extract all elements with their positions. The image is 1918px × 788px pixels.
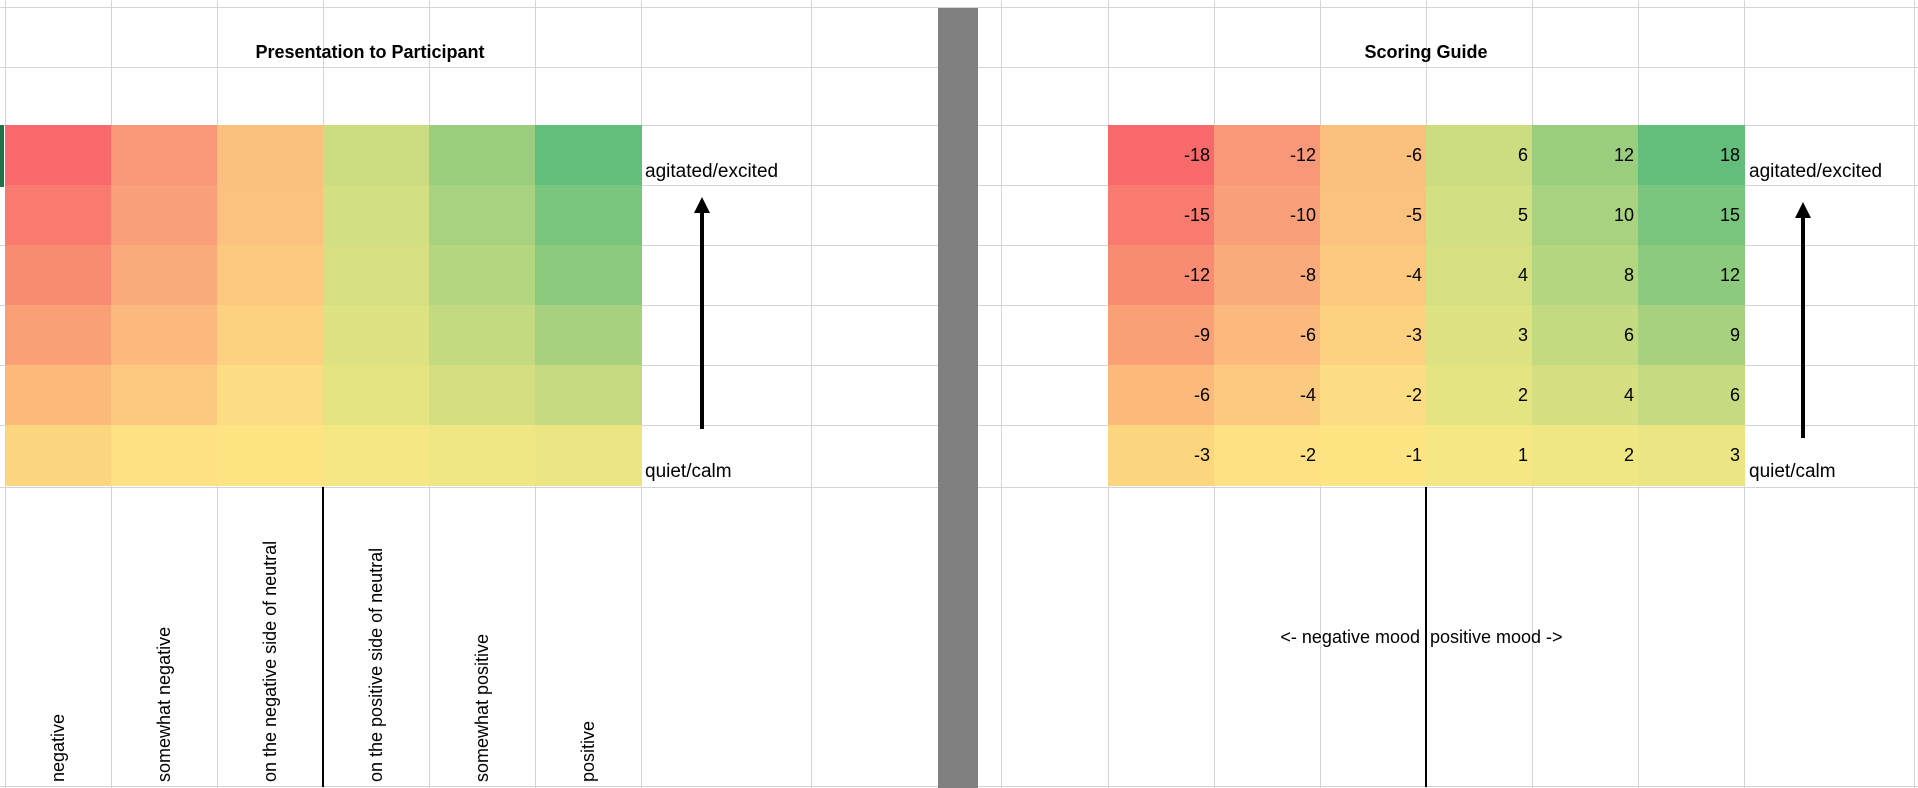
score-cell[interactable]: -4 — [1214, 365, 1321, 426]
presentation-cell[interactable] — [429, 425, 536, 486]
presentation-title: Presentation to Participant — [255, 42, 485, 62]
score-cell[interactable]: -1 — [1320, 425, 1427, 486]
score-cell[interactable]: -2 — [1320, 365, 1427, 426]
presentation-cell[interactable] — [217, 365, 324, 426]
selection-marker — [0, 125, 4, 187]
presentation-cell[interactable] — [535, 125, 642, 186]
score-cell[interactable]: 3 — [1638, 425, 1745, 486]
presentation-bottom-label: quiet/calm — [645, 461, 732, 482]
presentation-column-label: positive — [578, 720, 598, 782]
gridline-horizontal — [0, 7, 1918, 8]
presentation-cell[interactable] — [323, 185, 430, 246]
score-cell[interactable]: -3 — [1108, 425, 1215, 486]
presentation-up-arrow-icon — [694, 197, 710, 429]
score-cell[interactable]: -18 — [1108, 125, 1215, 186]
presentation-cell[interactable] — [323, 125, 430, 186]
score-cell[interactable]: 8 — [1532, 245, 1639, 306]
negative-mood-label: <- negative mood — [1280, 627, 1420, 647]
presentation-cell[interactable] — [429, 125, 536, 186]
presentation-cell[interactable] — [217, 305, 324, 366]
presentation-column-label: somewhat negative — [154, 626, 174, 782]
score-cell[interactable]: -2 — [1214, 425, 1321, 486]
score-cell[interactable]: -12 — [1214, 125, 1321, 186]
presentation-cell[interactable] — [5, 245, 112, 306]
presentation-cell[interactable] — [323, 305, 430, 366]
score-cell[interactable]: 4 — [1532, 365, 1639, 426]
neutral-divider-line — [322, 487, 324, 787]
presentation-cell[interactable] — [429, 185, 536, 246]
presentation-cell[interactable] — [111, 125, 218, 186]
presentation-cell[interactable] — [217, 185, 324, 246]
score-cell[interactable]: 12 — [1532, 125, 1639, 186]
presentation-column-label: somewhat positive — [472, 633, 492, 782]
presentation-cell[interactable] — [429, 305, 536, 366]
score-cell[interactable]: -15 — [1108, 185, 1215, 246]
scoring-top-label: agitated/excited — [1749, 161, 1883, 182]
presentation-cell[interactable] — [535, 425, 642, 486]
score-cell[interactable]: 9 — [1638, 305, 1745, 366]
score-cell[interactable]: 12 — [1638, 245, 1745, 306]
presentation-cell[interactable] — [5, 365, 112, 426]
score-cell[interactable]: 4 — [1426, 245, 1533, 306]
presentation-top-label: agitated/excited — [645, 161, 779, 182]
score-cell[interactable]: 5 — [1426, 185, 1533, 246]
score-cell[interactable]: 18 — [1638, 125, 1745, 186]
presentation-cell[interactable] — [535, 185, 642, 246]
scoring-up-arrow-icon — [1795, 202, 1811, 438]
presentation-cell[interactable] — [535, 365, 642, 426]
mood-divider-line — [1425, 487, 1427, 787]
score-cell[interactable]: -10 — [1214, 185, 1321, 246]
presentation-cell[interactable] — [323, 425, 430, 486]
panel-divider — [938, 8, 978, 788]
presentation-cell[interactable] — [5, 185, 112, 246]
score-cell[interactable]: 2 — [1532, 425, 1639, 486]
score-cell[interactable]: 10 — [1532, 185, 1639, 246]
score-cell[interactable]: 6 — [1532, 305, 1639, 366]
presentation-cell[interactable] — [323, 365, 430, 426]
presentation-cell[interactable] — [535, 245, 642, 306]
presentation-cell[interactable] — [217, 125, 324, 186]
gridline-vertical — [811, 0, 812, 788]
score-cell[interactable]: -6 — [1320, 125, 1427, 186]
score-cell[interactable]: -12 — [1108, 245, 1215, 306]
gridline-vertical — [1914, 0, 1915, 788]
score-cell[interactable]: -6 — [1214, 305, 1321, 366]
presentation-cell[interactable] — [217, 245, 324, 306]
score-cell[interactable]: 1 — [1426, 425, 1533, 486]
scoring-bottom-label: quiet/calm — [1749, 461, 1836, 482]
score-cell[interactable]: -9 — [1108, 305, 1215, 366]
presentation-cell[interactable] — [5, 425, 112, 486]
scoring-guide-title: Scoring Guide — [1364, 42, 1488, 62]
score-cell[interactable]: 3 — [1426, 305, 1533, 366]
presentation-cell[interactable] — [535, 305, 642, 366]
presentation-column-label: on the negative side of neutral — [260, 540, 280, 782]
score-cell[interactable]: -5 — [1320, 185, 1427, 246]
presentation-cell[interactable] — [5, 305, 112, 366]
score-cell[interactable]: 15 — [1638, 185, 1745, 246]
score-cell[interactable]: 6 — [1426, 125, 1533, 186]
presentation-column-label: negative — [48, 713, 68, 782]
score-cell[interactable]: -6 — [1108, 365, 1215, 426]
presentation-cell[interactable] — [111, 185, 218, 246]
score-cell[interactable]: -4 — [1320, 245, 1427, 306]
score-cell[interactable]: -3 — [1320, 305, 1427, 366]
presentation-cell[interactable] — [111, 245, 218, 306]
presentation-column-label: on the positive side of neutral — [366, 547, 386, 782]
presentation-cell[interactable] — [429, 365, 536, 426]
presentation-cell[interactable] — [5, 125, 112, 186]
presentation-cell[interactable] — [217, 425, 324, 486]
gridline-vertical — [1001, 0, 1002, 788]
positive-mood-label: positive mood -> — [1430, 627, 1563, 647]
presentation-cell[interactable] — [323, 245, 430, 306]
score-cell[interactable]: 6 — [1638, 365, 1745, 426]
score-cell[interactable]: 2 — [1426, 365, 1533, 426]
score-cell[interactable]: -8 — [1214, 245, 1321, 306]
presentation-cell[interactable] — [111, 425, 218, 486]
presentation-cell[interactable] — [111, 305, 218, 366]
presentation-cell[interactable] — [429, 245, 536, 306]
presentation-cell[interactable] — [111, 365, 218, 426]
